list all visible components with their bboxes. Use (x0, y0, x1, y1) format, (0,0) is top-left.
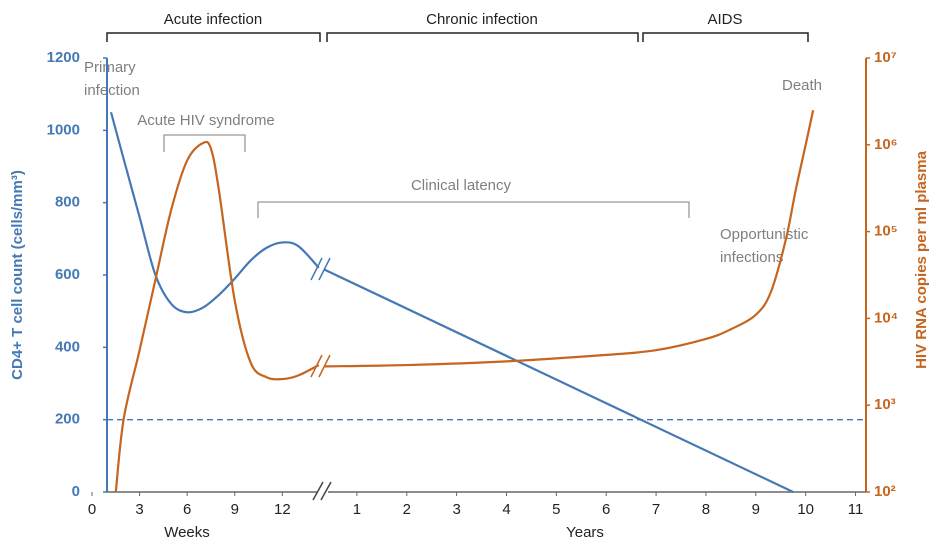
y2-tick-label: 10⁶ (874, 136, 898, 153)
y-tick-label: 200 (55, 411, 80, 428)
annotation: Primary (84, 59, 136, 76)
annotation: Opportunistic (720, 226, 809, 243)
annotation: Clinical latency (411, 177, 512, 194)
y2-tick-label: 10³ (874, 396, 896, 413)
annotation: Death (782, 77, 822, 94)
x-tick-label: 2 (403, 501, 411, 518)
x-tick-label: 1 (353, 501, 361, 518)
bracket (106, 32, 321, 42)
x-tick-label: 6 (183, 501, 191, 518)
y-tick-label: 0 (72, 483, 80, 500)
phase-brackets (106, 32, 809, 42)
x-tick-label: 6 (602, 501, 610, 518)
x-tick-label: 3 (135, 501, 143, 518)
annotation-brackets (163, 134, 690, 218)
x-axis-label: Weeks (164, 524, 210, 541)
line-series (114, 140, 320, 493)
x-tick-label: 12 (274, 501, 291, 518)
y2-tick-label: 10² (874, 483, 896, 500)
phase-label: Chronic infection (426, 11, 538, 28)
line-break (310, 257, 331, 281)
y2-tick-label: 10⁷ (874, 49, 897, 66)
annotation: Acute HIV syndrome (137, 112, 275, 129)
x-tick-label: 5 (552, 501, 560, 518)
bracket (163, 134, 246, 152)
line-series (324, 110, 815, 368)
line-series (324, 268, 794, 493)
x-tick-label: 3 (452, 501, 460, 518)
x-tick-label: 9 (752, 501, 760, 518)
x-axis-label: Years (566, 524, 604, 541)
phase-label: AIDS (707, 11, 742, 28)
annotation: infection (84, 82, 140, 99)
line-series (109, 111, 320, 314)
y2-tick-label: 10⁵ (874, 223, 898, 240)
x-tick-label: 10 (797, 501, 814, 518)
y-tick-label: 400 (55, 338, 80, 355)
axis-break (312, 481, 332, 501)
bracket (326, 32, 639, 42)
x-tick-label: 4 (502, 501, 510, 518)
x-tick-label: 9 (231, 501, 239, 518)
y-tick-label: 1000 (47, 121, 80, 138)
annotation: infections (720, 249, 783, 266)
y-tick-label: 600 (55, 266, 80, 283)
phase-label: Acute infection (164, 11, 262, 28)
y2-axis-label: HIV RNA copies per ml plasma (913, 150, 930, 369)
breaks (310, 257, 332, 501)
x-tick-label: 11 (848, 501, 864, 518)
y-tick-label: 1200 (47, 49, 80, 66)
x-tick-label: 0 (88, 501, 96, 518)
y2-tick-label: 10⁴ (874, 309, 898, 326)
y-tick-label: 800 (55, 194, 80, 211)
bracket (642, 32, 809, 42)
x-tick-label: 7 (652, 501, 660, 518)
y-axis-label: CD4+ T cell count (cells/mm³) (9, 170, 26, 380)
x-tick-label: 8 (702, 501, 710, 518)
bracket (257, 201, 690, 218)
